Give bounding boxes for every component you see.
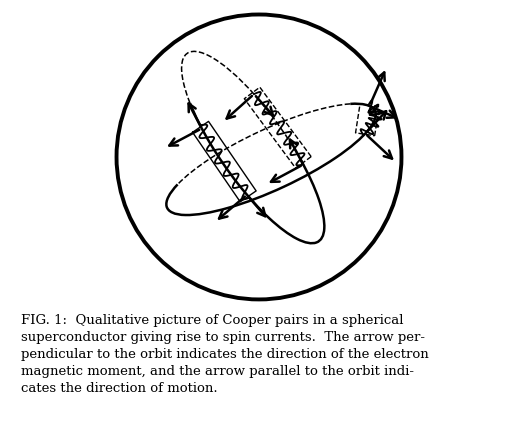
Text: FIG. 1:  Qualitative picture of Cooper pairs in a spherical
superconductor givin: FIG. 1: Qualitative picture of Cooper pa… [21, 314, 428, 395]
